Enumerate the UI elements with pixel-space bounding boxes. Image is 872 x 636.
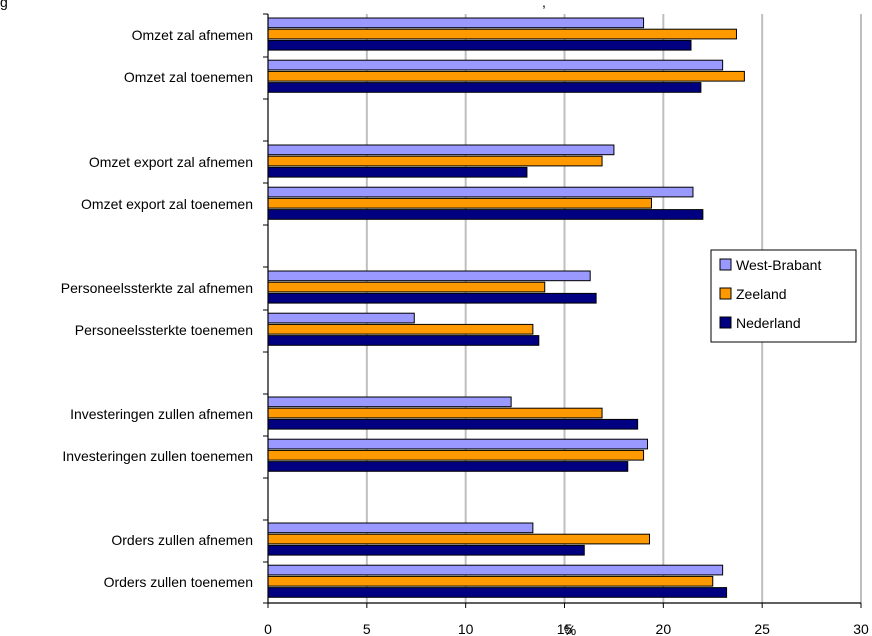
- legend-swatch: [719, 287, 732, 300]
- bar: [267, 59, 724, 71]
- tick-label: 20: [656, 621, 672, 636]
- legend-label: West-Brabant: [736, 257, 821, 273]
- bar: [267, 533, 650, 545]
- bar: [267, 587, 728, 598]
- tick-label: 15: [557, 621, 573, 636]
- bar: [267, 186, 694, 198]
- category-label: Investeringen zullen toenemen: [62, 448, 253, 464]
- legend-box: [710, 249, 857, 343]
- legend-label: Nederland: [736, 315, 801, 331]
- x-axis-label: %: [564, 622, 576, 636]
- category-label: Orders zullen afnemen: [111, 532, 253, 548]
- category-label: Investeringen zullen afnemen: [70, 406, 253, 422]
- bar: [267, 418, 639, 430]
- bar: [267, 544, 585, 556]
- bar: [267, 522, 534, 534]
- legend-swatch: [719, 258, 732, 271]
- axes: [263, 13, 862, 608]
- bar: [267, 292, 597, 304]
- tick-label: 25: [754, 621, 770, 636]
- bar: [267, 407, 603, 419]
- clipped-header-left: g: [0, 0, 8, 10]
- tick-labels: 0 5 10 15 20 25 30: [264, 621, 869, 636]
- tick-label: 10: [458, 621, 474, 636]
- bar: [267, 17, 645, 29]
- category-label: Omzet zal afnemen: [132, 27, 253, 43]
- category-label: Personeelssterkte toenemen: [75, 322, 253, 338]
- tick-label: 5: [363, 621, 371, 636]
- bar: [267, 209, 704, 220]
- legend-label: Zeeland: [736, 286, 787, 302]
- bar: [267, 396, 512, 408]
- bar: [267, 82, 702, 93]
- bar: [267, 564, 724, 576]
- category-label: Personeelssterkte zal afnemen: [61, 280, 253, 296]
- bar: [267, 270, 591, 282]
- category-labels: Omzet zal afnemen Omzet zal toenemen Omzet…: [61, 27, 253, 590]
- category-label: Omzet export zal toenemen: [81, 196, 253, 212]
- bar: [267, 166, 528, 178]
- category-label: Orders zullen toenemen: [104, 574, 253, 590]
- legend-swatch: [719, 316, 732, 329]
- bar: [267, 575, 714, 587]
- bar: [267, 197, 652, 209]
- bar: [267, 449, 645, 461]
- clipped-header-right: ,: [542, 0, 546, 10]
- bar: [267, 461, 629, 472]
- bars: [267, 17, 745, 598]
- legend: West-Brabant Zeeland Nederland: [710, 249, 857, 343]
- bar: [267, 39, 692, 51]
- bar: [267, 323, 534, 335]
- category-label: Omzet zal toenemen: [124, 69, 253, 85]
- bar: [267, 312, 415, 324]
- bar: [267, 281, 546, 293]
- bar: [267, 70, 745, 82]
- category-label: Omzet export zal afnemen: [89, 154, 253, 170]
- bar: [267, 155, 603, 167]
- tick-label: 0: [264, 621, 272, 636]
- bar: [267, 144, 615, 156]
- bar: [267, 438, 649, 450]
- bar: [267, 335, 540, 346]
- bar: [267, 28, 737, 40]
- tick-label: 30: [853, 621, 869, 636]
